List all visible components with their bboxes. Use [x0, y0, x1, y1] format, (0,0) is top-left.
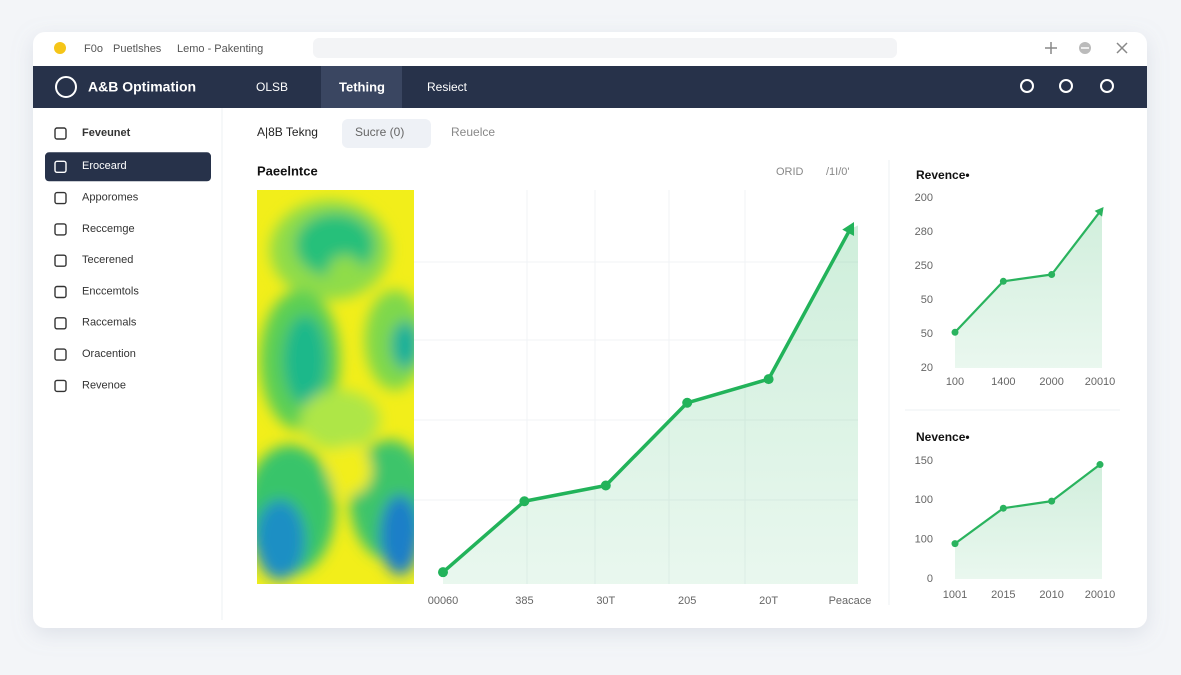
y-tick-label: 0: [927, 573, 933, 585]
x-tick-label: 20010: [1085, 589, 1116, 601]
nav-icon[interactable]: [1020, 79, 1034, 93]
title-part: Puetlshes: [113, 43, 162, 55]
point: [999, 277, 1007, 285]
x-tick-label: 1001: [943, 589, 967, 601]
line: [441, 228, 852, 574]
sidebar-icon: [54, 160, 67, 174]
x-tick-label: 100: [946, 376, 964, 388]
main-tab[interactable]: A|8B Tekng: [257, 125, 318, 139]
navbar: A&B Optimation OLSB Tething Resiect: [33, 66, 1147, 108]
sidebar: Feveunet Eroceard Apporomes Reccemge Teceren…: [45, 127, 211, 393]
sidebar-icon: [54, 127, 67, 140]
y-tick-label: 100: [915, 494, 933, 506]
point: [951, 328, 959, 336]
sidebar-item[interactable]: Reccemge: [82, 223, 135, 235]
nav-icon[interactable]: [1100, 79, 1114, 93]
chart-title: Paeelntce: [257, 163, 318, 178]
y-tick-label: 280: [915, 226, 933, 238]
line: [954, 463, 1101, 545]
x-tick-label: 2000: [1039, 376, 1063, 388]
sidebar-active-bg: [45, 152, 211, 182]
y-tick-label: 100: [915, 534, 933, 546]
point-arrow: [1094, 206, 1104, 217]
area: [955, 207, 1102, 368]
sidebar-item[interactable]: Eroceard: [82, 160, 127, 172]
point: [763, 374, 774, 385]
title-part: Lemo - Pakenting: [177, 43, 263, 55]
point: [1096, 461, 1104, 469]
y-tick-label: 20: [921, 362, 933, 374]
x-tick-label: Peacace: [829, 595, 872, 607]
chart-title: Nevence•: [916, 430, 970, 444]
sidebar-item[interactable]: Revenoe: [82, 379, 126, 391]
x-tick-label: 30T: [596, 595, 615, 607]
sidebar-item[interactable]: Tecerened: [82, 254, 133, 266]
point: [1048, 497, 1056, 505]
sidebar-icon: [54, 191, 67, 205]
area: [955, 460, 1102, 579]
y-tick-label: 50: [921, 328, 933, 340]
x-tick-label: 20010: [1085, 376, 1116, 388]
chart-header-label: ORID: [776, 166, 804, 178]
sidebar-icon: [54, 348, 67, 361]
x-tick-label: 2015: [991, 589, 1015, 601]
y-tick-label: 250: [915, 260, 933, 272]
sidebar-item[interactable]: Apporomes: [82, 192, 139, 204]
navbar-bg: [33, 66, 1147, 108]
y-tick-label: 50: [921, 294, 933, 306]
nav-tab[interactable]: OLSB: [256, 80, 288, 94]
main-tab[interactable]: Reuelce: [451, 125, 495, 139]
chart-header-label: /1I/0': [826, 166, 850, 178]
sidebar-item[interactable]: Enccemtols: [82, 285, 139, 297]
nav-icon[interactable]: [1059, 79, 1073, 93]
sidebar-icon: [54, 254, 67, 267]
sidebar-item[interactable]: Feveunet: [82, 127, 131, 139]
x-tick-label: 00060: [428, 595, 459, 607]
point: [682, 397, 693, 408]
nav-tab[interactable]: Tething: [339, 79, 385, 94]
brand: A&B Optimation: [88, 79, 196, 95]
address-bar[interactable]: [313, 38, 897, 58]
title-part: F0o: [84, 43, 103, 55]
x-tick-label: 20T: [759, 595, 778, 607]
sidebar-icon: [54, 379, 67, 393]
point-arrow: [842, 222, 855, 237]
chart-title: Revence•: [916, 168, 970, 182]
y-tick-label: 150: [915, 455, 933, 467]
x-tick-label: 1400: [991, 376, 1015, 388]
sidebar-item[interactable]: Oracention: [82, 348, 136, 360]
y-tick-label: 200: [915, 192, 933, 204]
active-tab-bg: [321, 66, 402, 108]
main-tab[interactable]: Sucre (0): [355, 125, 404, 139]
sidebar-item[interactable]: Raccemals: [82, 317, 137, 329]
point: [519, 496, 530, 507]
nav-tab[interactable]: Resiect: [427, 80, 468, 94]
area: [443, 225, 858, 584]
sidebar-icon: [54, 223, 67, 236]
x-tick-label: 205: [678, 595, 696, 607]
x-tick-label: 2010: [1039, 589, 1063, 601]
main-tab-active-bg: [342, 119, 431, 148]
line: [954, 210, 1101, 334]
brand-logo: [55, 76, 77, 98]
point: [999, 504, 1007, 512]
app-dot: [54, 42, 66, 54]
point: [600, 480, 611, 491]
sidebar-icon: [54, 285, 67, 299]
x-tick-label: 385: [515, 595, 533, 607]
point: [1048, 271, 1056, 278]
point: [951, 540, 959, 548]
heatmap: [257, 190, 414, 584]
sidebar-icon: [54, 317, 67, 330]
point: [438, 567, 448, 578]
window-controls: [1045, 42, 1128, 54]
